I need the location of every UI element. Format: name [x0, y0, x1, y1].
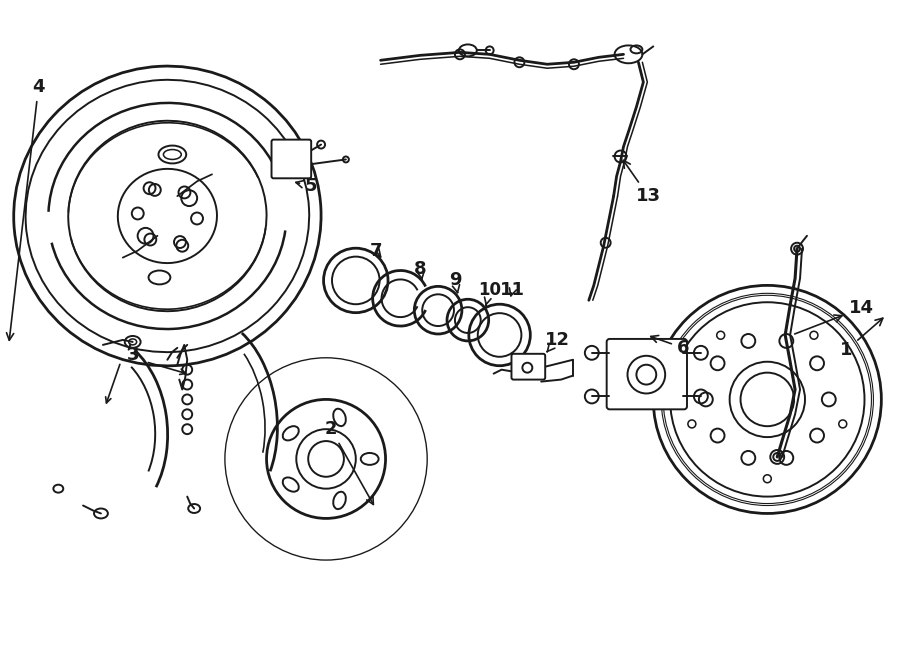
Text: 11: 11	[500, 281, 525, 299]
Text: 12: 12	[544, 331, 570, 352]
Text: 5: 5	[296, 177, 318, 195]
FancyBboxPatch shape	[511, 354, 545, 379]
FancyBboxPatch shape	[272, 140, 311, 178]
Text: 1: 1	[841, 318, 883, 359]
Text: 8: 8	[414, 260, 427, 280]
Text: 6: 6	[651, 336, 689, 357]
Text: 10: 10	[478, 281, 501, 305]
Text: 7: 7	[369, 242, 382, 260]
Text: 4: 4	[6, 78, 45, 340]
Text: 3: 3	[126, 346, 139, 364]
Text: 9: 9	[449, 271, 461, 293]
Text: 14: 14	[795, 299, 874, 334]
FancyBboxPatch shape	[607, 339, 687, 409]
Text: 2: 2	[325, 420, 374, 504]
Text: 13: 13	[623, 160, 661, 205]
